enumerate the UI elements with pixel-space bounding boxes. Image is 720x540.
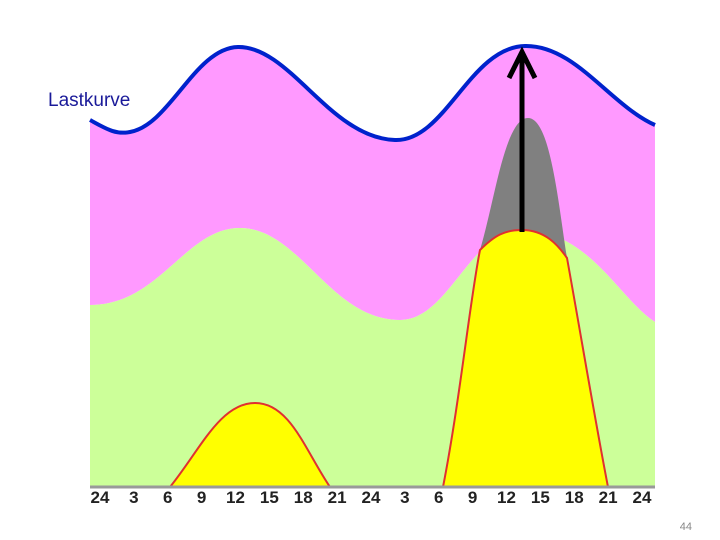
load-curve [89,43,656,143]
hour-label: 6 [163,488,172,507]
hour-label: 15 [260,488,279,507]
hour-label: 24 [633,488,652,507]
hour-label: 18 [294,488,313,507]
page-number: 44 [680,521,692,533]
hour-label: 9 [197,488,206,507]
hour-label: 3 [129,488,138,507]
hour-axis: 24 3 6 9 12 15 18 21 24 3 6 9 12 15 18 21 24 [91,488,652,507]
hour-label: 21 [328,488,347,507]
hour-label: 24 [362,488,381,507]
hour-label: 24 [91,488,110,507]
arrow-head [506,46,538,80]
hour-label: 12 [497,488,516,507]
small-yellow-hump [169,401,331,488]
curve-label: Lastkurve [48,90,130,111]
hour-label: 12 [226,488,245,507]
hour-label: 21 [599,488,618,507]
hour-label: 3 [400,488,409,507]
peak-load-area [90,45,655,323]
hour-label: 9 [468,488,477,507]
hour-label: 6 [434,488,443,507]
hour-label: 15 [531,488,550,507]
hour-label: 18 [565,488,584,507]
